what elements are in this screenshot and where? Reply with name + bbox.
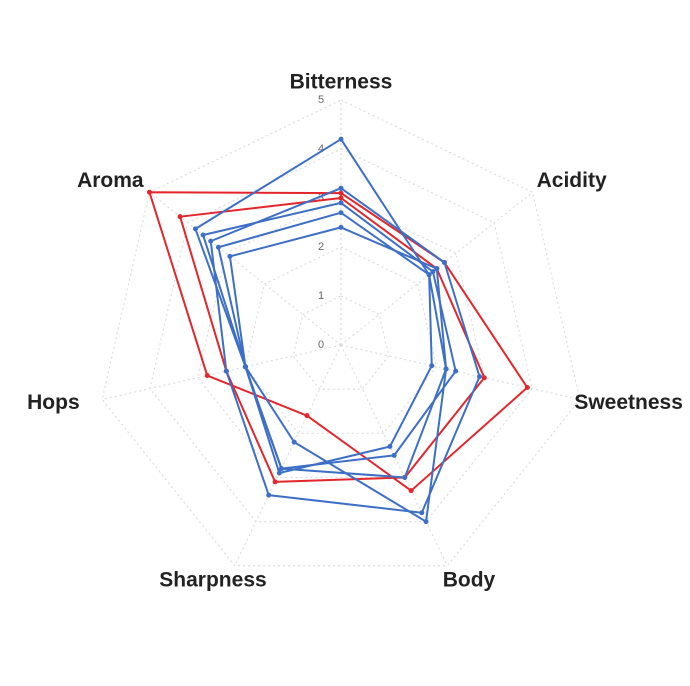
data-point (443, 366, 449, 372)
data-point (227, 253, 233, 259)
data-point (481, 375, 487, 381)
grid-ring (149, 148, 533, 523)
series-line (194, 138, 448, 523)
axis-label: Aroma (77, 169, 144, 192)
data-point (338, 136, 344, 142)
series-line (217, 211, 433, 475)
spoke (340, 191, 533, 346)
series-line (179, 197, 486, 483)
axis-label: Acidity (537, 169, 607, 192)
axis-label: Bitterness (290, 71, 393, 94)
data-point (441, 260, 447, 266)
series-line (228, 226, 448, 479)
tick-label: 4 (318, 143, 324, 155)
grid-ring (197, 197, 485, 479)
data-point (272, 479, 278, 485)
spoke (149, 191, 342, 346)
data-point (200, 232, 206, 238)
data-point (426, 272, 432, 278)
data-point (192, 226, 198, 232)
data-point (430, 269, 436, 275)
data-point (146, 189, 152, 195)
data-point (453, 368, 459, 374)
data-point (278, 466, 284, 472)
grid-ring (101, 99, 581, 567)
data-point (223, 368, 229, 374)
tick-label: 5 (318, 94, 324, 106)
data-point (177, 214, 183, 220)
data-point (391, 452, 397, 458)
spoke (340, 344, 580, 401)
tick-label: 3 (318, 192, 324, 204)
axis-label: Body (443, 569, 496, 592)
data-point (402, 474, 408, 480)
axis-label: Hops (27, 391, 80, 414)
data-point (434, 266, 440, 272)
tick-label: 0 (318, 339, 324, 351)
data-point (338, 200, 344, 206)
spoke (102, 344, 342, 401)
axis-label: Sharpness (159, 569, 266, 592)
data-point (204, 373, 210, 379)
series-line (209, 187, 481, 514)
data-point (338, 195, 344, 201)
data-point (429, 363, 435, 369)
data-point (338, 185, 344, 191)
data-point (291, 439, 297, 445)
spoke (340, 344, 448, 566)
data-point (242, 364, 248, 370)
data-point (266, 492, 272, 498)
tick-label: 1 (318, 290, 324, 302)
data-point (338, 224, 344, 230)
data-point (419, 510, 425, 516)
data-point (215, 244, 221, 250)
series-line (202, 201, 457, 470)
axis-label: Sweetness (574, 391, 683, 414)
tick-label: 2 (318, 241, 324, 253)
data-point (208, 238, 214, 244)
data-point (477, 374, 483, 380)
data-point (524, 385, 530, 391)
data-point (387, 444, 393, 450)
data-point (408, 488, 414, 494)
data-point (304, 413, 310, 419)
data-point (338, 210, 344, 216)
data-point (423, 519, 429, 525)
data-point (276, 470, 282, 476)
spoke (234, 344, 342, 566)
grid-ring (244, 246, 438, 434)
data-point (338, 190, 344, 196)
